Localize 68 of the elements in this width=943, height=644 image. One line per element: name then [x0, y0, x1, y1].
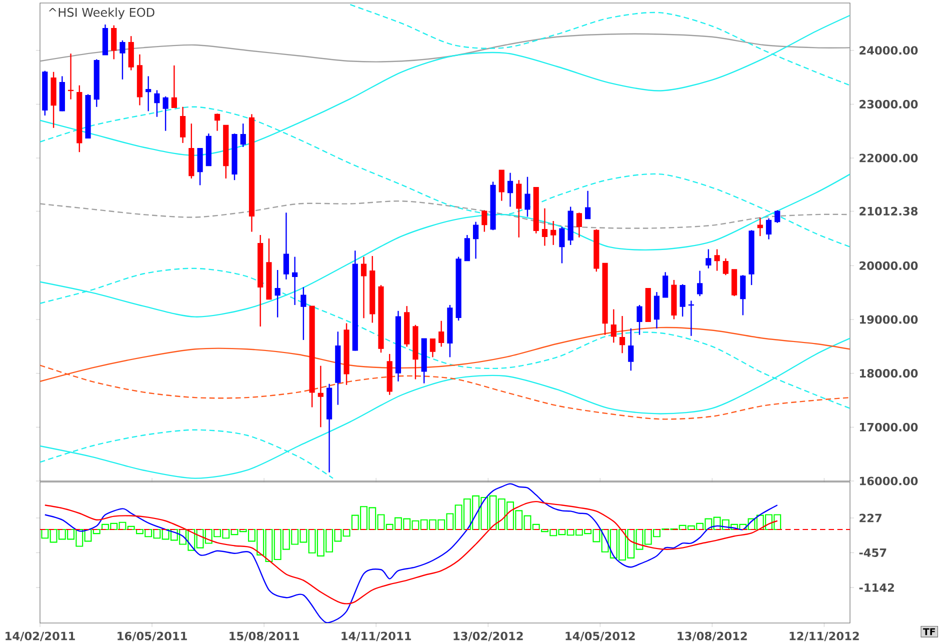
text: TF — [923, 628, 935, 636]
x-tick-label: 14/05/2012 — [566, 632, 635, 642]
y-tick-label: 23000.00 — [860, 100, 918, 108]
y-tick-label: 227 — [860, 514, 882, 522]
candlestick — [162, 96, 168, 132]
y-tick-label: 19000.00 — [860, 315, 918, 324]
candlestick — [472, 221, 479, 260]
y-tick-label: 17000.00 — [860, 422, 918, 432]
chart-title: ^HSI Weekly EOD — [48, 8, 154, 20]
candlestick — [610, 308, 616, 344]
y-tick-label: 24000.00 — [860, 46, 918, 55]
candlestick — [636, 304, 642, 336]
candlestick — [274, 269, 280, 318]
candlestick — [214, 113, 220, 132]
candlestick — [680, 284, 686, 318]
x-tick-label: 14/11/2011 — [342, 632, 411, 642]
y-tick-label: 20000.00 — [860, 261, 918, 270]
candlestick — [283, 212, 289, 280]
y-tick-label: 21012.38 — [860, 206, 918, 216]
candlestick — [438, 320, 444, 348]
candlestick — [740, 274, 746, 316]
line-series — [40, 33, 850, 62]
candlestick — [706, 248, 712, 269]
candlestick — [464, 234, 470, 262]
x-tick-label: 13/08/2012 — [678, 632, 747, 642]
candlestick — [757, 216, 763, 237]
candlestick — [120, 40, 126, 80]
candlestick — [654, 291, 660, 329]
candlestick — [766, 218, 772, 240]
candlestick — [146, 76, 152, 112]
y-tick-label: -1142 — [859, 583, 894, 592]
candlestick — [774, 210, 780, 224]
candlestick — [507, 172, 514, 208]
y-tick-label: 22000.00 — [860, 154, 918, 162]
candlestick — [180, 106, 186, 144]
candlestick — [111, 24, 117, 60]
y-tick-label: 16000.00 — [860, 476, 918, 486]
candlestick — [171, 64, 177, 108]
candlestick — [197, 148, 203, 186]
x-tick-label: 14/02/2011 — [6, 632, 75, 642]
candlestick — [318, 365, 324, 428]
candlestick — [292, 256, 298, 306]
candlestick — [628, 328, 634, 372]
candlestick — [542, 208, 548, 246]
candlestick — [559, 226, 565, 264]
candlestick — [430, 338, 436, 358]
x-tick-label: 12/11/2012 — [790, 632, 859, 642]
candlestick — [662, 272, 668, 298]
x-tick-label: 15/08/2011 — [230, 632, 299, 642]
candlestick — [714, 248, 720, 272]
candlestick — [619, 315, 626, 354]
candlestick — [585, 190, 591, 220]
candlestick — [300, 286, 306, 341]
y-tick-label: -457 — [859, 548, 886, 557]
candlestick — [360, 256, 367, 319]
candlestick — [550, 220, 556, 246]
candlestick — [240, 122, 246, 148]
x-tick-label: 16/05/2011 — [118, 632, 187, 642]
line-series — [44, 483, 778, 623]
candlestick — [722, 258, 728, 276]
candlestick — [482, 210, 488, 232]
x-tick-label: 13/02/2012 — [454, 632, 523, 642]
candlestick — [697, 270, 703, 297]
candlestick — [576, 212, 582, 238]
candlestick — [154, 90, 160, 118]
y-tick-label: 18000.00 — [860, 369, 918, 378]
candlestick — [498, 170, 504, 202]
candlestick — [524, 176, 530, 218]
